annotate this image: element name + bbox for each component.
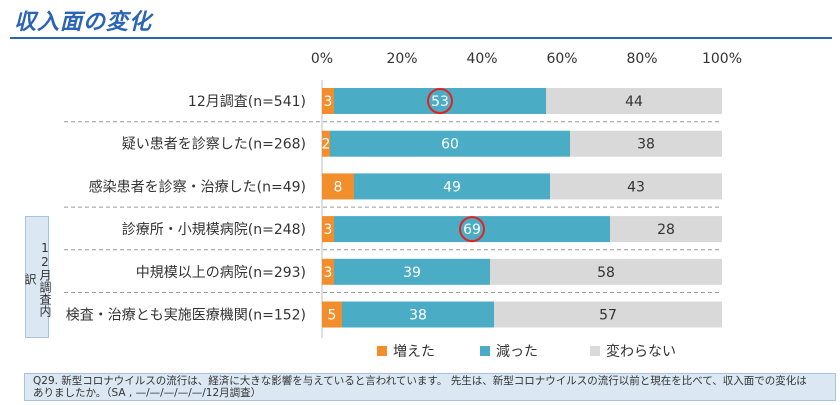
bar-segment xyxy=(322,130,330,157)
bar-segment xyxy=(322,216,334,243)
data-label: 3 xyxy=(324,222,333,238)
data-label: 38 xyxy=(637,137,655,153)
legend-swatch xyxy=(480,346,490,356)
bar-segment xyxy=(610,216,722,243)
side-group-box: 12月調査内訳 xyxy=(23,216,52,338)
bar-segment xyxy=(322,88,334,114)
bar-segment xyxy=(334,258,490,285)
bar-segment xyxy=(334,88,546,114)
title-underline xyxy=(10,37,832,39)
footnote-box: Q29. 新型コロナウイルスの流行は、経済に大きな影響を与えていると言われていま… xyxy=(24,373,836,401)
category-label: 感染患者を診察・治療した(n=49) xyxy=(89,178,306,195)
x-tick-label: 100% xyxy=(702,51,742,67)
bar-segment xyxy=(546,88,722,114)
data-label: 39 xyxy=(403,265,421,281)
x-tick-label: 20% xyxy=(386,51,417,67)
data-label: 5 xyxy=(328,308,337,324)
bar-segment xyxy=(494,301,722,328)
page-title: 収入面の変化 xyxy=(14,10,153,35)
bar-segment xyxy=(334,216,610,243)
bar-segment xyxy=(330,130,570,157)
category-label: 疑い患者を診察した(n=268) xyxy=(122,136,306,153)
x-tick-label: 40% xyxy=(466,51,497,67)
bar-segment xyxy=(570,130,722,157)
category-label: 診療所・小規模病院(n=248) xyxy=(122,221,306,238)
category-label: 中規模以上の病院(n=293) xyxy=(136,265,306,281)
x-tick-label: 0% xyxy=(311,51,333,67)
bar-segment xyxy=(342,301,494,328)
data-label: 8 xyxy=(334,179,343,195)
legend-label: 減った xyxy=(496,343,538,360)
legend-swatch xyxy=(590,346,600,356)
data-label: 53 xyxy=(431,94,449,110)
data-label: 60 xyxy=(441,137,459,153)
bar-segment xyxy=(490,258,722,285)
highlight-circle xyxy=(427,88,453,114)
data-label: 44 xyxy=(625,94,643,110)
bar-segment xyxy=(322,173,354,200)
data-label: 58 xyxy=(597,265,615,281)
x-tick-label: 60% xyxy=(546,51,577,67)
category-label: 検査・治療とも実施医療機関(n=152) xyxy=(66,307,306,324)
x-tick-label: 80% xyxy=(626,51,657,67)
bar-segment xyxy=(354,173,550,200)
category-label: 12月調査(n=541) xyxy=(188,94,306,110)
stacked-bar-chart: 0% 20% 40% 60% 80% 100%12月調査(n=541) 3 53 44疑い患者を… xyxy=(64,51,742,360)
data-label: 2 xyxy=(322,137,331,153)
legend-label: 増えた xyxy=(393,344,435,360)
data-label: 28 xyxy=(657,222,675,238)
data-label: 57 xyxy=(599,308,617,324)
bar-segment xyxy=(550,173,722,200)
data-label: 38 xyxy=(409,308,427,324)
data-label: 3 xyxy=(324,265,333,281)
legend-swatch xyxy=(377,346,387,356)
data-label: 43 xyxy=(627,179,645,195)
footnote-text: Q29. 新型コロナウイルスの流行は、経済に大きな影響を与えていると言われていま… xyxy=(33,375,807,399)
data-label: 49 xyxy=(443,179,461,195)
legend-label: 変わらない xyxy=(606,343,676,360)
data-label: 3 xyxy=(324,94,333,110)
bar-segment xyxy=(322,258,334,285)
highlight-circle xyxy=(459,216,485,243)
bar-segment xyxy=(322,301,342,328)
data-label: 69 xyxy=(463,222,481,238)
